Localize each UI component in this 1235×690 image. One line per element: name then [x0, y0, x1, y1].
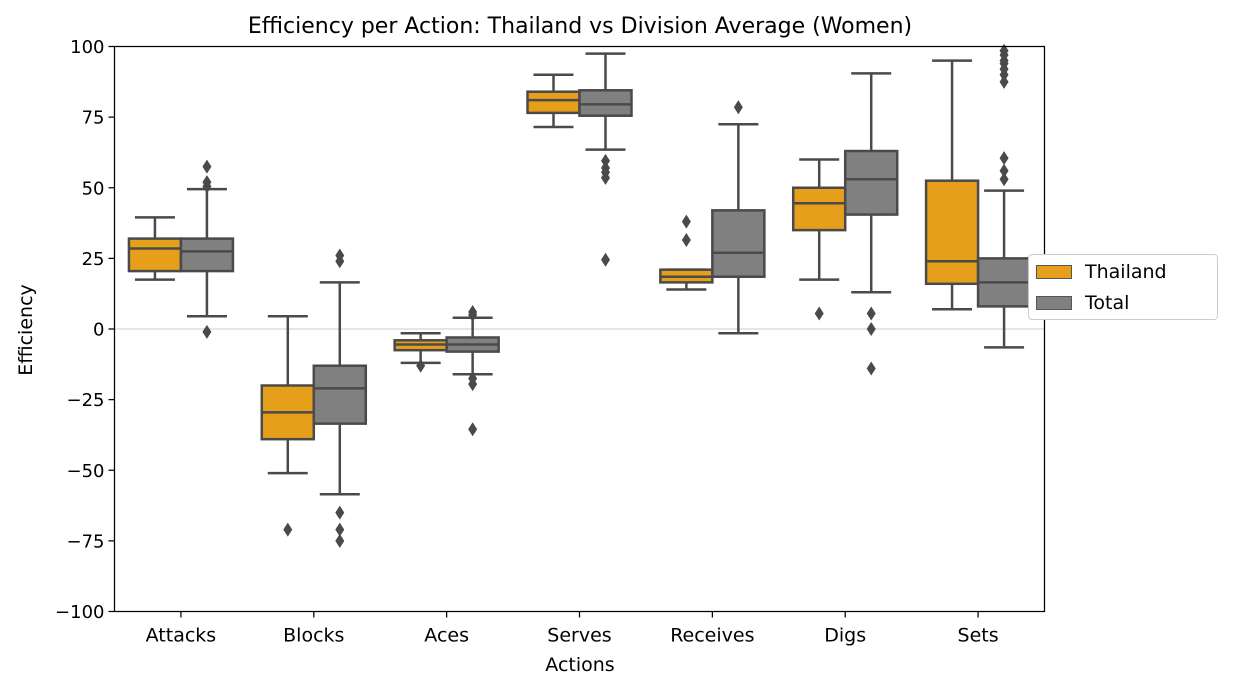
x-tick-label: Digs — [824, 625, 866, 647]
box-group-blocks-total — [312, 248, 368, 548]
box-group-receives-total — [711, 100, 766, 335]
y-tick-label: 75 — [82, 108, 105, 129]
chart-title: Efficiency per Action: Thailand vs Divis… — [248, 14, 912, 39]
outlier-point — [335, 248, 345, 263]
legend-item-thailand: Thailand — [1036, 261, 1167, 283]
outlier-point — [601, 252, 610, 267]
y-tick-label: 100 — [70, 37, 104, 58]
y-tick-label: −100 — [55, 602, 104, 623]
box-iqr — [127, 237, 183, 273]
outlier-point — [202, 175, 212, 190]
box-group-sets-thailand — [924, 59, 980, 311]
outlier-point — [999, 74, 1009, 89]
box-group-attacks-total — [179, 159, 235, 339]
box-iqr — [526, 90, 581, 115]
outlier-point — [202, 324, 212, 339]
outlier-point — [283, 522, 293, 537]
box-group-attacks-thailand — [127, 216, 183, 281]
x-tick-label: Blocks — [283, 625, 344, 647]
x-tick-label: Receives — [670, 625, 754, 647]
outlier-point — [468, 377, 478, 392]
outlier-point — [335, 533, 345, 548]
outlier-point — [866, 322, 876, 336]
outlier-point — [999, 43, 1009, 58]
outlier-point — [999, 163, 1009, 178]
box-iqr — [711, 209, 766, 278]
x-tick-label: Aces — [424, 625, 469, 647]
y-tick-label: 50 — [82, 178, 105, 199]
outlier-point — [681, 214, 691, 229]
x-tick-label: Serves — [547, 625, 611, 647]
box-group-aces-thailand — [393, 331, 448, 373]
legend-label-total: Total — [1085, 292, 1130, 314]
box-group-digs-total — [843, 72, 899, 376]
outlier-point — [202, 159, 212, 174]
y-tick-label: −25 — [67, 390, 105, 411]
box-iqr — [179, 237, 235, 273]
y-tick-label: 25 — [82, 249, 105, 270]
box-iqr — [312, 364, 368, 425]
box-group-blocks-thailand — [260, 315, 316, 537]
box-iqr — [843, 149, 899, 216]
y-tick-label: 0 — [93, 320, 104, 341]
box-group-aces-total — [445, 305, 500, 437]
outlier-point — [335, 505, 345, 520]
outlier-point — [733, 100, 743, 115]
outlier-point — [866, 361, 876, 376]
legend-item-total: Total — [1036, 292, 1129, 314]
outlier-point — [999, 172, 1009, 187]
legend-label-thailand: Thailand — [1085, 261, 1167, 283]
box-iqr — [924, 179, 980, 286]
x-tick-label: Attacks — [146, 625, 217, 647]
box-group-digs-thailand — [791, 158, 847, 321]
box-iqr — [791, 186, 847, 232]
x-tick-label: Sets — [958, 625, 999, 647]
outlier-point — [999, 151, 1009, 166]
outlier-point — [814, 306, 824, 321]
outlier-point — [468, 422, 478, 437]
legend: Thailand Total — [1028, 254, 1218, 320]
box-group-serves-thailand — [526, 73, 581, 129]
box-group-serves-total — [578, 52, 633, 267]
y-tick-label: −50 — [67, 461, 105, 482]
outlier-point — [601, 160, 610, 175]
x-axis-label: Actions — [545, 654, 614, 676]
legend-swatch-total — [1036, 296, 1072, 310]
outlier-point — [866, 306, 876, 321]
box-iqr — [578, 89, 633, 117]
outlier-point — [416, 358, 426, 373]
y-tick-label: −75 — [67, 531, 105, 552]
outlier-point — [681, 233, 691, 248]
y-axis-label: Efficiency — [15, 284, 37, 376]
legend-swatch-thailand — [1036, 265, 1072, 279]
outlier-point — [601, 153, 610, 168]
outlier-point — [468, 305, 478, 320]
box-group-sets-total — [976, 43, 1032, 349]
outlier-point — [335, 522, 345, 537]
box-group-receives-thailand — [659, 214, 714, 291]
